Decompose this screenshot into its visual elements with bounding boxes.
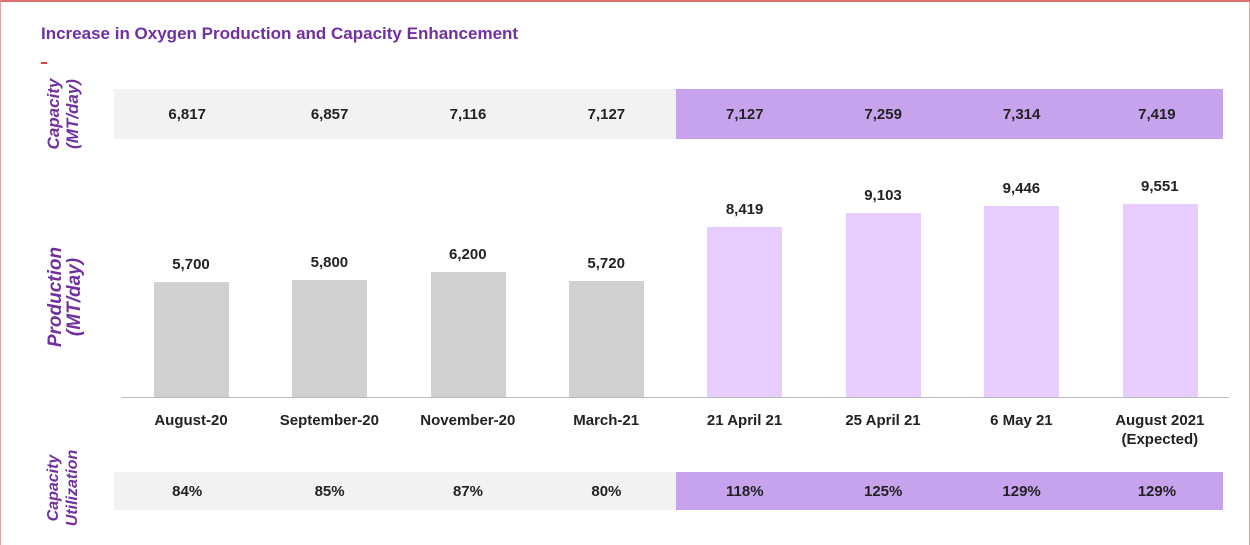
bar xyxy=(292,279,368,397)
decor xyxy=(41,62,47,64)
axis-title-line: Production xyxy=(45,246,66,348)
bar xyxy=(984,206,1060,397)
table-cell: 80% xyxy=(537,472,676,510)
bar xyxy=(153,281,229,397)
table-cell: 129% xyxy=(1090,472,1223,510)
x-tick-label: September-20 xyxy=(279,412,379,429)
x-tick-label: August-20 xyxy=(154,412,228,429)
data-label: 5,720 xyxy=(587,255,625,273)
axis-title-line: (MT/day) xyxy=(63,79,82,149)
axis-title-line: Capacity xyxy=(44,78,63,150)
table-cell: 7,419 xyxy=(1090,89,1223,139)
axis-title: Capacity (MT/day) xyxy=(44,79,82,150)
table-cell: 7,259 xyxy=(814,89,953,139)
axis-title: Production (MT/day) xyxy=(45,246,85,348)
table-cell: 7,314 xyxy=(952,89,1091,139)
bar xyxy=(430,271,506,397)
axis-title-line: Utilization xyxy=(64,449,81,527)
table-cell: 87% xyxy=(398,472,538,510)
bar xyxy=(707,226,783,397)
table-cell: 85% xyxy=(260,472,399,510)
table-cell: 129% xyxy=(952,472,1091,510)
baseline xyxy=(122,397,1230,398)
table-cell: 84% xyxy=(114,472,261,510)
table-cell: 118% xyxy=(675,472,814,510)
table-cell: 7,116 xyxy=(398,89,538,139)
axis-title-line: Capacity xyxy=(45,454,62,522)
data-label: 5,700 xyxy=(172,255,210,273)
table-cell: 125% xyxy=(814,472,953,510)
axis-title-line: (MT/day) xyxy=(64,257,85,337)
data-label: 9,551 xyxy=(1141,178,1179,196)
axis-title: Capacity Utilization xyxy=(44,450,82,526)
table-cell: 7,127 xyxy=(537,89,676,139)
x-tick-label: 25 April 21 xyxy=(845,412,921,429)
bar xyxy=(1122,204,1198,397)
data-label: 6,200 xyxy=(449,245,487,263)
x-tick-label: March-21 xyxy=(573,412,640,429)
table-cell: 6,857 xyxy=(260,89,399,139)
data-label: 9,446 xyxy=(1002,180,1041,198)
data-label: 9,103 xyxy=(864,187,902,205)
data-label: 8,419 xyxy=(725,200,764,218)
x-tick-label: 6 May 21 xyxy=(990,412,1053,429)
bar xyxy=(845,213,921,397)
x-tick-label: 21 April 21 xyxy=(706,412,783,429)
table-cell: 7,127 xyxy=(675,89,814,139)
x-tick-label: August 2021 (Expected) xyxy=(1115,412,1205,448)
table-cell: 6,817 xyxy=(114,89,261,139)
data-label: 5,800 xyxy=(310,253,349,271)
x-tick-label: November-20 xyxy=(420,412,516,429)
bar xyxy=(568,281,644,397)
chart-title: Increase in Oxygen Production and Capaci… xyxy=(41,24,519,43)
